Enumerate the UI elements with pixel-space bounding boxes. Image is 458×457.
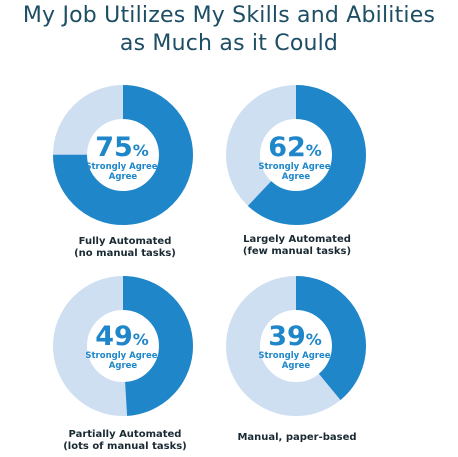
donut-1-value-sign: %: [133, 141, 149, 160]
donut-3-value-sign: %: [133, 330, 149, 349]
donut-4-caption-line-1: Strongly Agree/: [258, 351, 334, 361]
donut-chart-4: 39% Strongly Agree/ Agree: [226, 276, 366, 416]
donut-1-value-number: 75: [95, 132, 133, 163]
donut-3-caption-line-1: Strongly Agree/: [85, 351, 161, 361]
donut-4-value: 39%: [268, 321, 322, 352]
donut-2-value-number: 62: [268, 132, 306, 163]
donut-3-value-arc: [53, 276, 193, 416]
donut-2-value-sign: %: [306, 141, 322, 160]
donut-chart-2: 62% Strongly Agree/ Agree: [226, 85, 366, 225]
donut-4-value-sign: %: [306, 330, 322, 349]
donut-4-caption-line-2: Agree: [282, 361, 311, 371]
donut-4-label-line-1: Manual, paper-based: [237, 432, 357, 443]
donut-1-label: Fully Automated (no manual tasks): [35, 236, 215, 260]
donut-1-value-arc: [53, 85, 193, 225]
donut-1-caption-line-2: Agree: [109, 172, 138, 182]
donut-chart-3: 49% Strongly Agree/ Agree: [53, 276, 193, 416]
donut-2-label-line-2: (few manual tasks): [242, 246, 352, 257]
chart-title-line-2: as Much as it Could: [119, 31, 339, 56]
donut-2-value-arc: [226, 85, 366, 225]
donut-2-caption-line-1: Strongly Agree/: [258, 162, 334, 172]
donut-3-caption-line-2: Agree: [109, 361, 138, 371]
donut-2-label-line-1: Largely Automated: [243, 234, 351, 245]
donut-3-label-line-2: (lots of manual tasks): [63, 441, 187, 452]
donut-1-value: 75%: [95, 132, 149, 163]
donut-1-caption-line-1: Strongly Agree/: [85, 162, 161, 172]
donut-1-label-line-1: Fully Automated: [78, 236, 172, 247]
donut-2-value: 62%: [268, 132, 322, 163]
donut-3-value: 49%: [95, 321, 149, 352]
donut-4-label: Manual, paper-based: [207, 432, 387, 444]
donut-3-value-number: 49: [95, 321, 133, 352]
donut-4-value-number: 39: [268, 321, 306, 352]
donut-2-caption-line-2: Agree: [282, 172, 311, 182]
donut-3-label-line-1: Partially Automated: [68, 429, 182, 440]
chart-title: My Job Utilizes My Skills and Abilities …: [0, 2, 458, 58]
donut-2-label: Largely Automated (few manual tasks): [207, 234, 387, 258]
chart-title-line-1: My Job Utilizes My Skills and Abilities: [22, 3, 436, 28]
donut-chart-1: 75% Strongly Agree/ Agree: [53, 85, 193, 225]
donut-4-value-arc: [226, 276, 366, 416]
donut-1-label-line-2: (no manual tasks): [74, 248, 176, 259]
donut-3-label: Partially Automated (lots of manual task…: [35, 429, 215, 453]
